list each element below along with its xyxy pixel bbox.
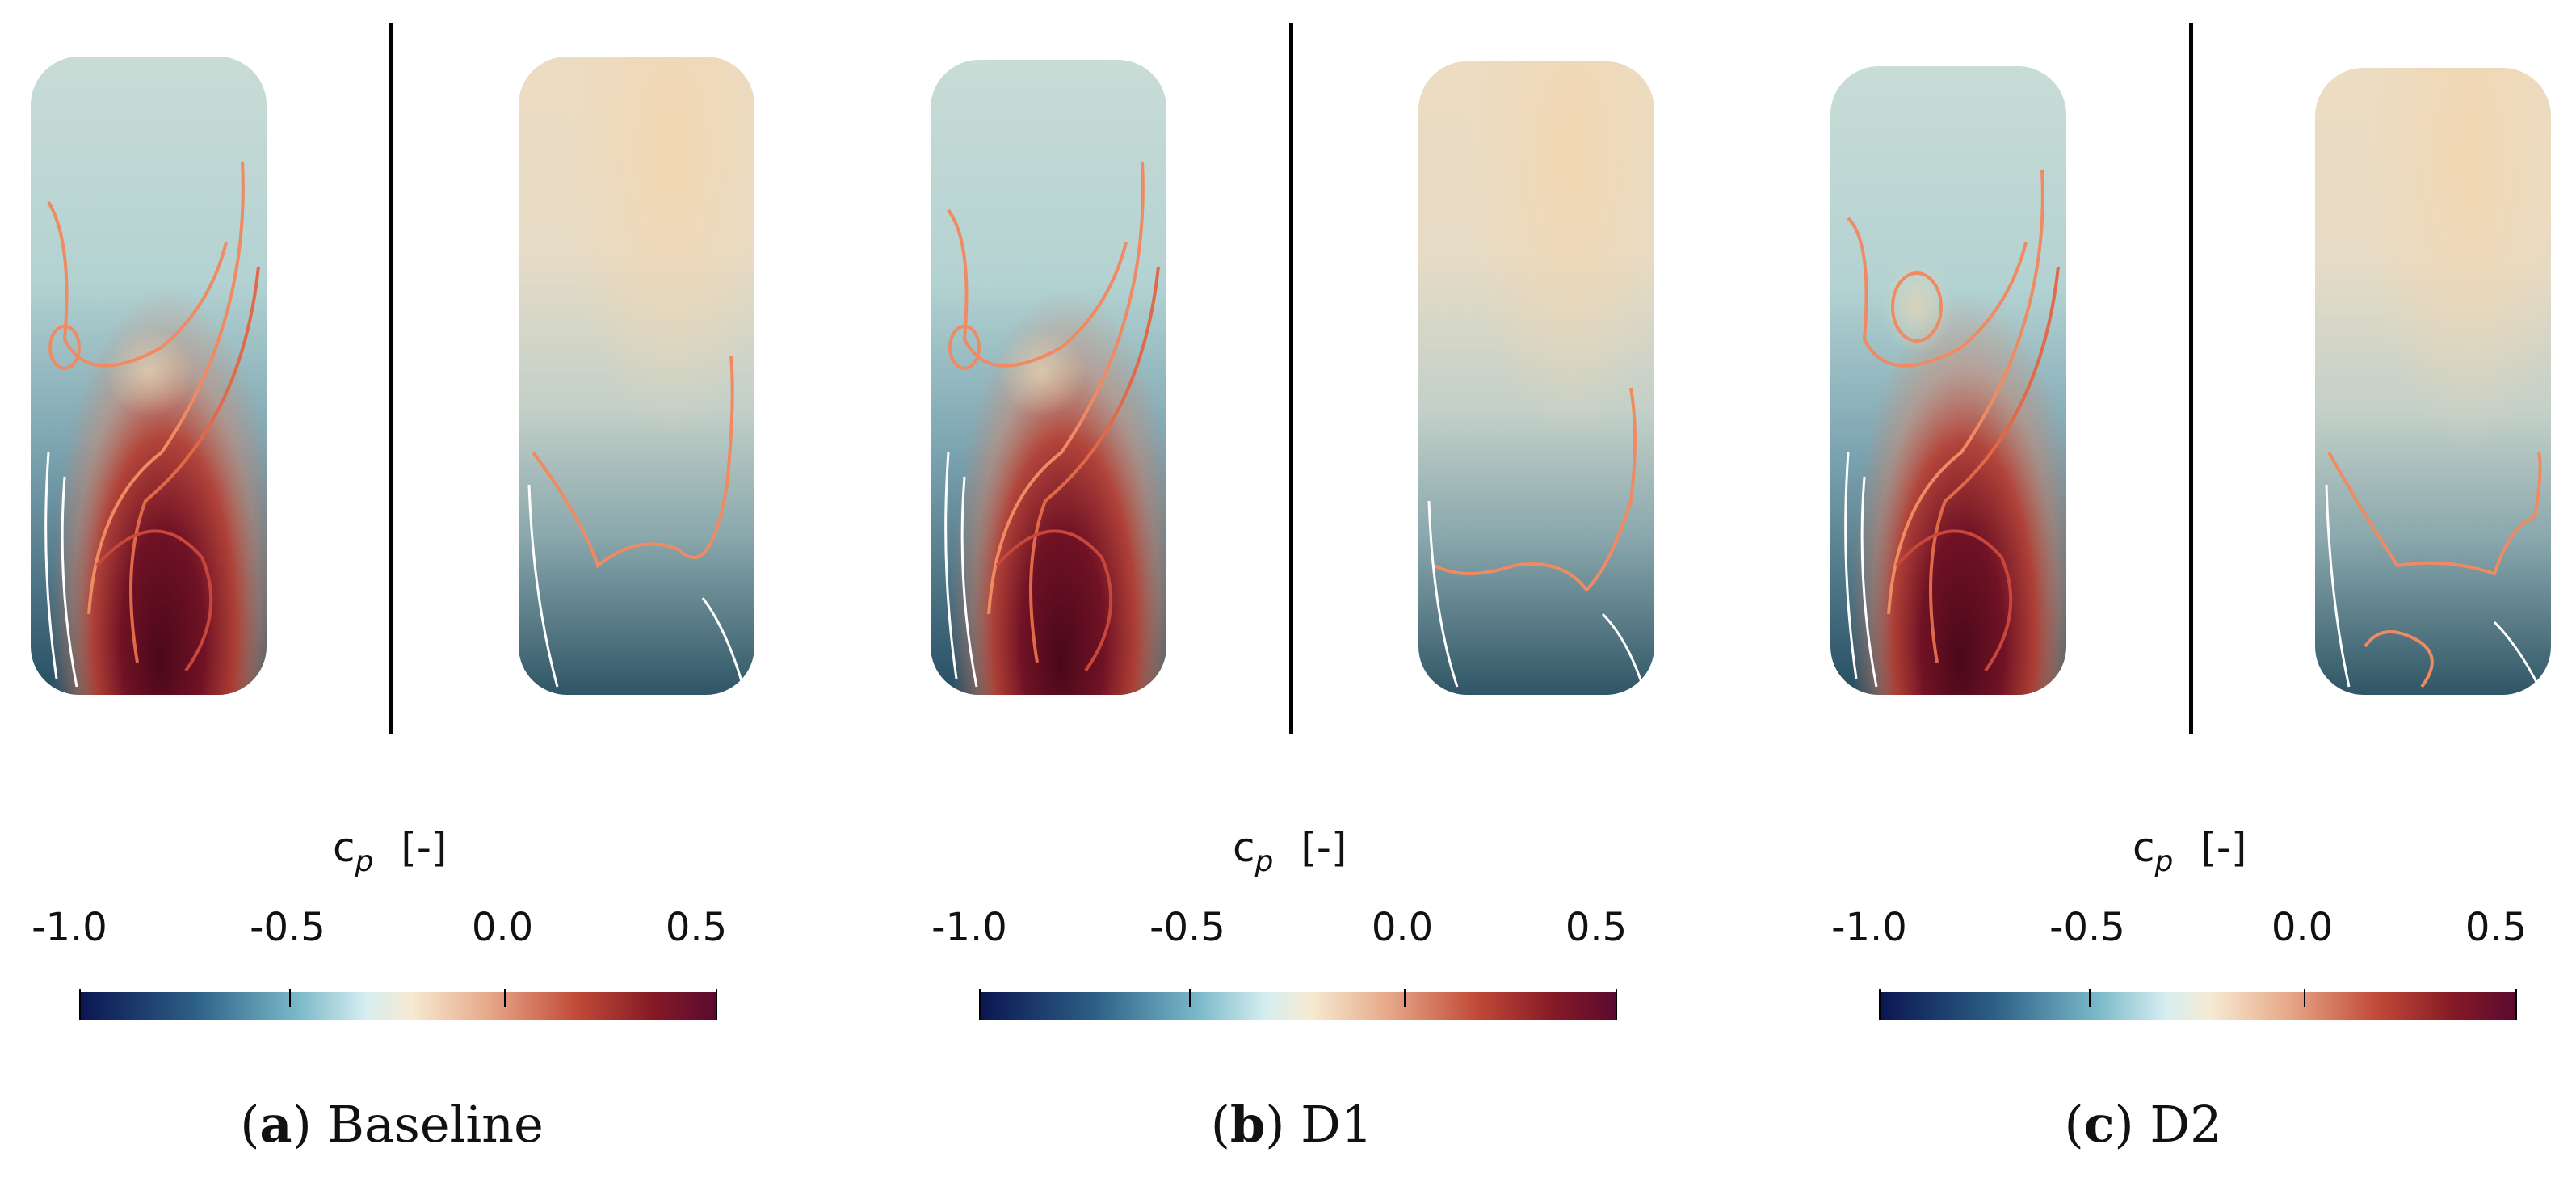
colorbar-title-sub: p (2154, 845, 2174, 878)
colorbar-tick-label: -1.0 (32, 905, 107, 950)
caption-letter: b (1229, 1095, 1266, 1154)
colorbar-tick-label: -1.0 (1831, 905, 1907, 950)
colorbar-tick-label: 0.5 (2465, 905, 2528, 950)
colorbar-tick-label: 0.0 (2271, 905, 2334, 950)
colorbar-title: cp [-] (2133, 824, 2247, 878)
divider-line (389, 23, 393, 734)
panel-d2: cp [-] -1.0 -0.5 0.0 0.5 (c) D2 (1800, 0, 2576, 1178)
front-face (1830, 66, 2066, 695)
baseline-pressure-map (31, 23, 754, 734)
colorbar (979, 989, 1617, 1023)
colorbar-tick-label: 0.0 (1371, 905, 1434, 950)
colorbar (79, 989, 717, 1023)
colorbar-title-unit: [-] (1301, 824, 1347, 871)
colorbar-tick-label: 0.5 (665, 905, 728, 950)
colorbar-tick-label: 0.0 (471, 905, 534, 950)
colorbar-title: cp [-] (1233, 824, 1347, 878)
colorbar-tick-label: -0.5 (1149, 905, 1225, 950)
caption-d1: (b) D1 (1210, 1095, 1373, 1154)
colorbar-title-unit: [-] (401, 824, 448, 871)
caption-name: D1 (1301, 1095, 1373, 1154)
side-face (519, 57, 754, 695)
d2-pressure-map (1830, 23, 2551, 734)
colorbar-title-main: c (1233, 824, 1255, 871)
caption-name: D2 (2149, 1095, 2222, 1154)
front-face (31, 57, 267, 695)
panel-d1: cp [-] -1.0 -0.5 0.0 0.5 (b) D1 (900, 0, 1759, 1178)
colorbar-title-main: c (333, 824, 355, 871)
colorbar-tick-label: 0.5 (1565, 905, 1628, 950)
panel-baseline: cp [-] -1.0 -0.5 0.0 0.5 (a) Baseline (0, 0, 859, 1178)
colorbar-title: cp [-] (333, 824, 448, 878)
colorbar-title-main: c (2133, 824, 2155, 871)
caption-baseline: (a) Baseline (240, 1095, 544, 1154)
caption-d2: (c) D2 (2064, 1095, 2222, 1154)
d1-pressure-map (931, 23, 1654, 734)
colorbar (1879, 989, 2517, 1023)
side-face (2315, 68, 2551, 695)
colorbar-tick-label: -1.0 (931, 905, 1007, 950)
colorbar-tick-label: -0.5 (2049, 905, 2125, 950)
colorbar-title-sub: p (355, 845, 374, 878)
colorbar-title-unit: [-] (2200, 824, 2247, 871)
caption-letter: c (2083, 1095, 2115, 1154)
caption-name: Baseline (327, 1095, 544, 1154)
divider-line (2189, 23, 2193, 734)
caption-letter: a (259, 1095, 292, 1154)
front-face (931, 60, 1166, 695)
colorbar-title-sub: p (1254, 845, 1274, 878)
side-face (1418, 61, 1654, 695)
divider-line (1289, 23, 1293, 734)
colorbar-tick-label: -0.5 (250, 905, 326, 950)
